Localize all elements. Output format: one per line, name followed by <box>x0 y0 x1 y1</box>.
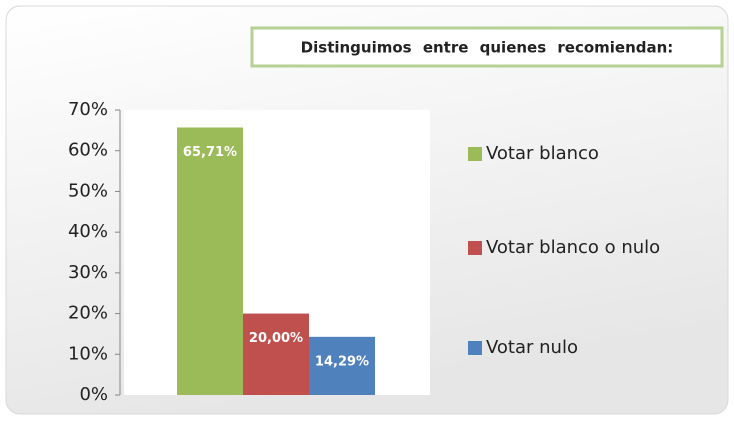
title-box <box>250 26 724 68</box>
y-tick-label: 20% <box>68 303 108 324</box>
legend-swatch <box>468 241 482 255</box>
y-tick-label: 40% <box>68 221 108 242</box>
y-tick-label: 50% <box>68 180 108 201</box>
legend-swatch <box>468 341 482 355</box>
bar <box>177 127 243 395</box>
y-tick-label: 60% <box>68 140 108 161</box>
bar <box>243 313 309 395</box>
y-tick-label: 70% <box>68 99 108 120</box>
y-tick-label: 0% <box>79 384 108 405</box>
data-label: 65,71% <box>183 145 237 160</box>
legend-label: Votar blanco o nulo <box>486 237 660 258</box>
data-label: 20,00% <box>249 331 303 346</box>
data-label: 14,29% <box>315 354 369 369</box>
y-tick-label: 30% <box>68 262 108 283</box>
y-tick-label: 10% <box>68 343 108 364</box>
bar <box>309 336 375 395</box>
legend-label: Votar blanco <box>486 143 599 164</box>
chart-title: Distinguimos entre quienes recomiendan: <box>301 39 674 57</box>
legend-swatch <box>468 147 482 161</box>
legend-label: Votar nulo <box>486 337 578 358</box>
